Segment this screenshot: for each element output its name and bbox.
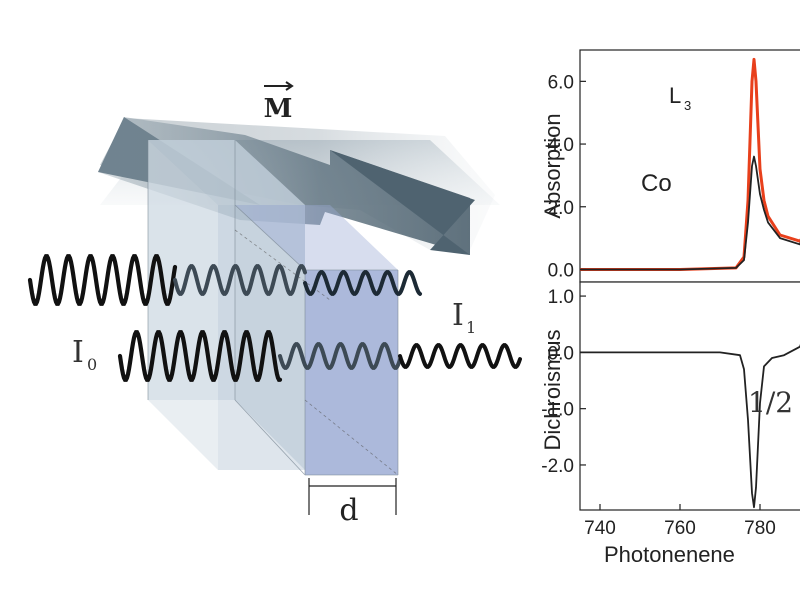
wave-upper-transmitted: [303, 270, 422, 296]
dichroism-annotation: 1/2: [748, 386, 793, 419]
y-tick-label: -1.0: [541, 400, 574, 421]
incident-intensity-label: I 0: [72, 335, 97, 374]
thickness-label: d: [339, 493, 358, 528]
y-tick-label: 1.0: [548, 287, 574, 308]
svg-text:I: I: [72, 335, 84, 370]
y-tick-label: 0.0: [548, 343, 574, 364]
svg-text:L: L: [669, 83, 681, 108]
element-label: Co: [641, 170, 672, 197]
series-line-1: [580, 155, 800, 271]
y-tick-label: -2.0: [541, 456, 574, 477]
wave-lower: [117, 330, 522, 382]
absorption-axis-label: Absorption: [540, 113, 565, 218]
wave-lower-inside: [278, 342, 402, 370]
dichroism-x-ticks: 7407607808: [584, 504, 776, 539]
edge-label: L 3: [669, 83, 691, 113]
dichroism-axis-label: Dichroismus: [540, 329, 565, 450]
y-tick-label: 0.0: [548, 260, 574, 281]
y-tick-label: 2.0: [548, 198, 574, 219]
wave-upper: [27, 254, 422, 306]
dichroism-y-ticks: 1.0 0.0 -1.0 -2.0: [541, 287, 586, 477]
magnetization-label: M: [264, 81, 294, 124]
x-tick-label: 760: [664, 518, 696, 539]
wave-upper-inside: [173, 264, 307, 296]
absorption-plot-frame: [579, 49, 800, 283]
transmitted-intensity-label: I 1: [452, 298, 476, 337]
absorption-chart: 6.0 4.0 2.0 0.0 Absorption Co L 3: [540, 49, 800, 283]
thickness-bracket: [308, 478, 397, 515]
svg-text:3: 3: [684, 98, 691, 113]
svg-text:I: I: [452, 298, 464, 333]
x-axis-label: Photonenene: [604, 542, 735, 567]
x-tick-label: 780: [744, 518, 776, 539]
y-tick-label: 6.0: [548, 72, 574, 93]
dichroism-plot-frame: [579, 281, 800, 511]
series-line-0: [580, 344, 800, 509]
y-tick-label: 4.0: [548, 135, 574, 156]
x-tick-label: 740: [584, 518, 616, 539]
wave-upper-incident: [27, 254, 178, 306]
wave-lower-transmitted: [398, 343, 522, 369]
wave-lower-incident: [117, 330, 283, 382]
dichroism-series: [580, 344, 800, 509]
svg-text:0: 0: [87, 355, 97, 374]
series-line-0: [580, 57, 800, 271]
absorption-series: [580, 57, 800, 271]
magnetization-label-text: M: [264, 94, 293, 124]
dichroism-chart: 1.00.0-1.0-2.0 7407607808 Dichroismus 1/…: [540, 281, 800, 567]
absorption-y-ticks: 6.0 4.0 2.0 0.0: [548, 72, 586, 281]
svg-text:1: 1: [466, 318, 476, 337]
